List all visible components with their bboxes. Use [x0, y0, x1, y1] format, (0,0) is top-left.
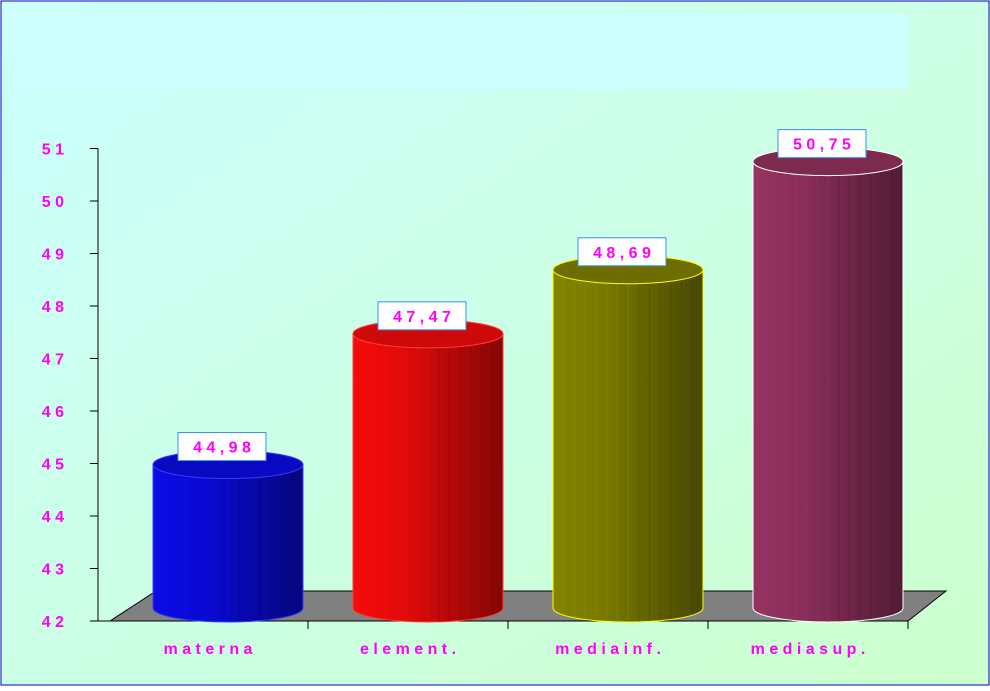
y-tick-label: 4 2	[42, 614, 64, 631]
data-label: 4 8 , 6 9	[593, 245, 651, 262]
x-tick-label: m e d i a i n f .	[555, 641, 661, 658]
y-tick-label: 4 8	[42, 299, 64, 316]
bar-body	[352, 333, 504, 623]
data-label-box	[777, 129, 867, 159]
data-label-box	[377, 301, 467, 331]
y-tick-label: 4 9	[42, 247, 64, 264]
x-tick-label: e l e m e n t .	[360, 641, 456, 658]
data-label-box	[577, 237, 667, 267]
bar-media-inf	[552, 255, 704, 623]
x-tick-label: m e d i a s u p .	[751, 641, 866, 658]
x-tick-label: m a t e r n a	[164, 641, 253, 658]
y-tick-label: 4 7	[42, 352, 64, 369]
bar-media-sup	[752, 147, 904, 623]
title-band	[14, 14, 909, 88]
bar-element	[352, 319, 504, 623]
bar-materna	[152, 450, 304, 623]
bar-body	[152, 464, 304, 623]
y-tick-label: 4 6	[42, 404, 64, 421]
data-label-box	[177, 432, 267, 462]
y-tick-label: 4 5	[42, 457, 64, 474]
y-tick-label: 4 4	[42, 509, 64, 526]
y-tick-label: 5 1	[42, 142, 64, 159]
y-tick-label: 5 0	[42, 194, 64, 211]
data-label: 4 4 , 9 8	[193, 440, 251, 457]
bar-body	[552, 269, 704, 623]
data-label: 4 7 , 4 7	[393, 309, 451, 326]
data-label: 5 0 , 7 5	[793, 137, 851, 154]
y-tick-label: 4 3	[42, 562, 64, 579]
bar-body	[752, 161, 904, 623]
